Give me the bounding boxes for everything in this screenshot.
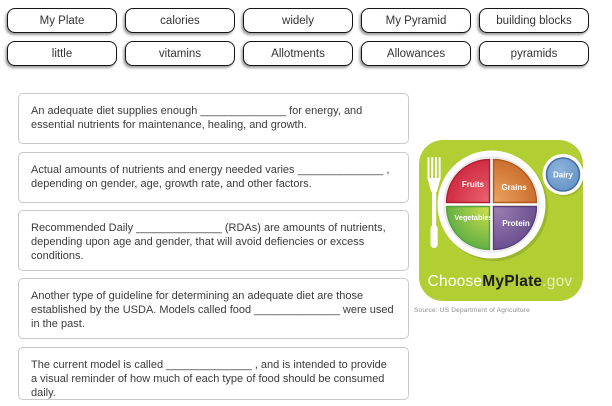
statement-box-2[interactable]: Actual amounts of nutrients and energy n… — [18, 152, 409, 203]
source-caption: Source: US Department of Agriculture — [414, 307, 530, 314]
statement-text-2: Actual amounts of nutrients and energy n… — [31, 164, 390, 190]
word-tile-my-pyramid[interactable]: My Pyramid — [361, 8, 471, 33]
statement-box-4[interactable]: Another type of guideline for determinin… — [18, 278, 409, 339]
word-tile-vitamins[interactable]: vitamins — [125, 41, 235, 66]
word-tile-little[interactable]: little — [7, 41, 117, 66]
word-tile-allotments[interactable]: Allotments — [243, 41, 353, 66]
dairy-circle: Dairy — [542, 154, 583, 197]
word-tile-allowances[interactable]: Allowances — [361, 41, 471, 66]
grains-label: Grains — [501, 183, 527, 192]
statement-text-3: Recommended Daily ______________ (RDAs) … — [31, 222, 386, 262]
choosemyplate-brand: ChooseMyPlate.gov — [428, 273, 573, 290]
vegetables-section — [445, 205, 491, 251]
myplate-graphic: Fruits Grains Vegetables Protein Dairy C… — [419, 140, 583, 301]
dairy-label: Dairy — [553, 171, 574, 180]
fruits-label: Fruits — [462, 180, 485, 189]
grains-section — [492, 158, 538, 204]
statement-box-3[interactable]: Recommended Daily ______________ (RDAs) … — [18, 210, 409, 271]
word-tile-my-plate[interactable]: My Plate — [7, 8, 117, 33]
statement-box-1[interactable]: An adequate diet supplies enough _______… — [18, 93, 409, 144]
word-tile-pyramids[interactable]: pyramids — [479, 41, 589, 66]
word-tile-widely[interactable]: widely — [243, 8, 353, 33]
vegetables-label: Vegetables — [454, 213, 492, 222]
statement-text-4: Another type of guideline for determinin… — [31, 290, 394, 330]
statement-text-1: An adequate diet supplies enough _______… — [31, 105, 363, 131]
word-tile-calories[interactable]: calories — [125, 8, 235, 33]
fork-icon — [427, 157, 441, 248]
protein-section — [492, 205, 538, 251]
word-tile-building-blocks[interactable]: building blocks — [479, 8, 589, 33]
fruits-section — [445, 158, 491, 204]
statement-box-5[interactable]: The current model is called ____________… — [18, 347, 409, 400]
word-bank: My Plate calories widely My Pyramid buil… — [7, 8, 590, 66]
protein-label: Protein — [502, 219, 530, 228]
statement-text-5: The current model is called ____________… — [31, 359, 387, 399]
